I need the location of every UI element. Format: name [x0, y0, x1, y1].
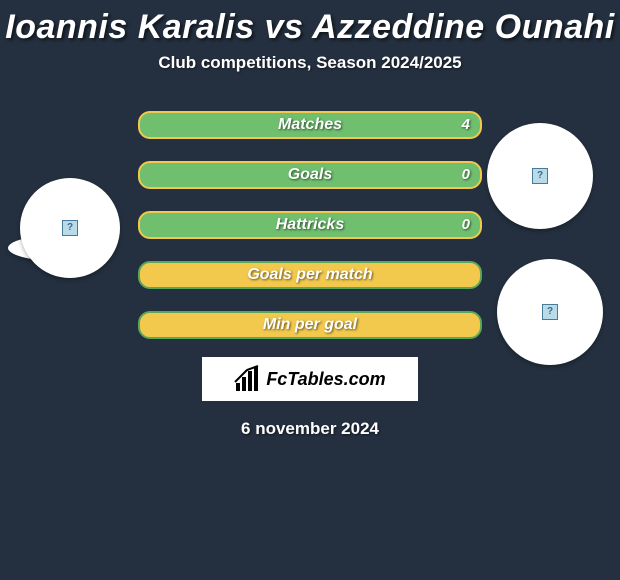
player-right-body-avatar: ?: [497, 259, 603, 365]
stat-label: Goals: [140, 163, 480, 187]
player-right-head-avatar: ?: [487, 123, 593, 229]
stat-label: Goals per match: [140, 263, 480, 287]
placeholder-icon: ?: [542, 304, 558, 320]
stat-row: Hattricks0: [138, 211, 482, 239]
placeholder-icon: ?: [62, 220, 78, 236]
player-left-avatar: ?: [20, 178, 120, 278]
stat-row: Goals0: [138, 161, 482, 189]
stat-label: Hattricks: [140, 213, 480, 237]
date-label: 6 november 2024: [0, 419, 620, 439]
page-subtitle: Club competitions, Season 2024/2025: [0, 53, 620, 73]
stat-row: Matches4: [138, 111, 482, 139]
stat-label: Min per goal: [140, 313, 480, 337]
footer-logo: FcTables.com: [202, 357, 418, 401]
page-title: Ioannis Karalis vs Azzeddine Ounahi: [0, 8, 620, 47]
stat-value-right: 0: [462, 213, 470, 237]
stat-row: Min per goal: [138, 311, 482, 339]
footer-logo-text: FcTables.com: [266, 369, 385, 390]
bar-chart-icon: [234, 365, 262, 393]
stat-value-right: 4: [462, 113, 470, 137]
stat-value-right: 0: [462, 163, 470, 187]
stat-row: Goals per match: [138, 261, 482, 289]
stat-label: Matches: [140, 113, 480, 137]
placeholder-icon: ?: [532, 168, 548, 184]
